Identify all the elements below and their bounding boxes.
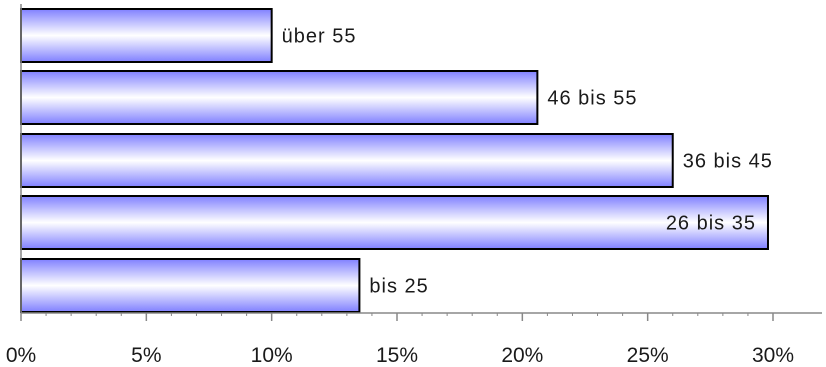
bar <box>20 8 273 63</box>
bar-label: bis 25 <box>369 276 428 298</box>
bar <box>20 70 539 125</box>
bar-label: 26 bis 35 <box>666 213 756 235</box>
bar <box>20 258 361 313</box>
bar <box>20 133 674 188</box>
x-tick-label: 0% <box>6 344 36 367</box>
bar-label: 36 bis 45 <box>683 151 773 173</box>
x-axis: 0% 5% 10% 15% 20% 25% 30% <box>6 4 822 367</box>
bar-group: über 55 46 bis 55 36 bis 45 26 bis 35 bis 25 <box>20 8 773 313</box>
bar <box>20 195 769 250</box>
x-tick-label: 30% <box>752 344 794 367</box>
x-tick-label: 5% <box>131 344 161 367</box>
x-tick-label: 10% <box>251 344 293 367</box>
bar-label: über 55 <box>282 26 357 48</box>
x-tick-label: 15% <box>376 344 418 367</box>
x-tick-label: 25% <box>627 344 669 367</box>
bar-label: 46 bis 55 <box>547 88 637 110</box>
x-tick-label: 20% <box>501 344 543 367</box>
